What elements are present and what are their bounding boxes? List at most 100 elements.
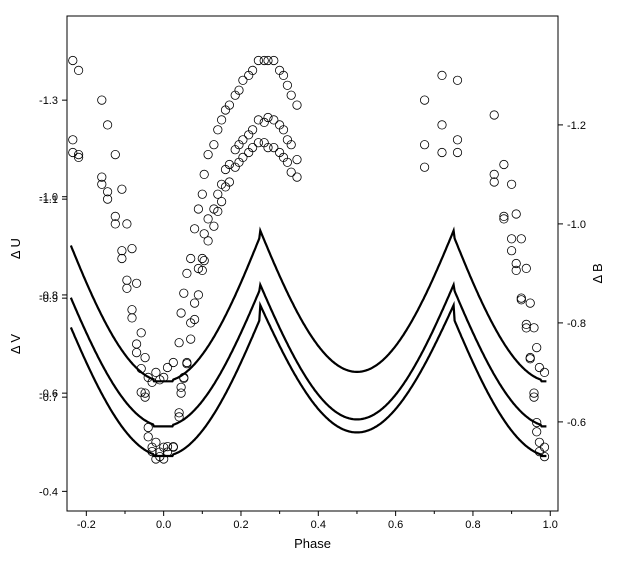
data-point-U <box>132 347 142 358</box>
data-point-B <box>110 150 120 160</box>
data-point-U <box>74 150 84 160</box>
data-point-U <box>110 219 120 229</box>
data-point-V <box>506 246 517 256</box>
data-point-V <box>499 211 509 221</box>
data-point-U <box>269 115 279 125</box>
data-point-V <box>136 363 146 374</box>
data-point-B <box>117 184 127 194</box>
data-point-U <box>174 412 184 422</box>
data-point-U <box>213 189 223 199</box>
data-point-V <box>127 305 137 315</box>
y-axis-title-V: Δ V <box>8 334 23 355</box>
data-point-U <box>203 214 213 224</box>
data-point-B <box>182 268 192 278</box>
y-axis-title-U: Δ U <box>8 238 23 259</box>
data-point-V <box>68 147 78 158</box>
data-point-V <box>213 206 223 216</box>
model-curve-V <box>69 300 547 458</box>
data-point-U <box>103 194 113 204</box>
data-point-V <box>224 177 234 187</box>
data-point-V <box>193 290 203 300</box>
data-point-U <box>190 298 200 308</box>
data-point-B <box>174 338 184 348</box>
data-point-B <box>248 65 258 76</box>
data-point-U <box>452 135 463 145</box>
data-point-V <box>168 442 178 452</box>
data-point-V <box>532 417 542 428</box>
data-point-V <box>74 152 84 162</box>
data-point-B <box>224 100 234 110</box>
data-point-B <box>74 65 84 76</box>
data-point-U <box>127 313 137 323</box>
data-point-U <box>197 253 207 264</box>
data-point-B <box>151 367 161 377</box>
data-point-V <box>282 157 292 167</box>
data-point-B <box>499 159 509 170</box>
model-curve-U <box>69 281 547 428</box>
data-point-B <box>213 125 223 135</box>
y-tick-label-B: -0.8 <box>567 318 586 330</box>
data-point-B <box>437 70 447 81</box>
data-point-V <box>132 339 142 349</box>
data-point-B <box>140 352 150 363</box>
data-point-B <box>209 140 219 150</box>
data-point-B <box>521 263 531 273</box>
data-point-B <box>68 55 78 66</box>
data-point-V <box>419 162 430 172</box>
data-point-V <box>511 265 521 275</box>
model-curve-B <box>69 226 547 383</box>
y-tick-label-U: -0.7 <box>39 392 58 404</box>
x-axis-title: Phase <box>294 536 331 551</box>
data-point-U <box>238 135 248 145</box>
data-point-U <box>263 112 273 123</box>
data-point-B <box>534 362 545 373</box>
data-point-U <box>437 120 447 130</box>
data-point-U <box>248 125 258 135</box>
data-point-U <box>286 140 296 150</box>
y-tick-label-U: -0.9 <box>39 293 58 305</box>
data-point-V <box>286 167 296 177</box>
data-point-B <box>539 367 550 377</box>
data-point-U <box>253 115 263 125</box>
data-point-B <box>263 55 273 66</box>
x-tick-label: 0.6 <box>388 519 403 531</box>
data-point-U <box>159 454 169 464</box>
y-tick-label-U: -1.1 <box>39 194 58 206</box>
data-point-U <box>516 293 526 303</box>
data-point-V <box>203 236 213 246</box>
data-point-B <box>489 110 499 120</box>
x-tick-label: 0.8 <box>465 519 480 531</box>
data-point-V <box>162 447 173 457</box>
data-point-B <box>278 70 289 81</box>
data-point-B <box>419 95 430 105</box>
data-point-B <box>199 169 209 179</box>
data-point-B <box>532 342 542 353</box>
y-tick-label-V: -0.6 <box>39 388 58 400</box>
y-tick-label-V: -0.8 <box>39 290 58 302</box>
data-point-V <box>122 275 132 285</box>
data-point-U <box>224 159 234 170</box>
data-point-V <box>529 388 539 398</box>
data-point-V <box>525 354 535 364</box>
data-point-B <box>269 55 279 66</box>
data-point-B <box>168 357 178 368</box>
data-point-V <box>97 172 107 182</box>
data-point-U <box>499 214 509 224</box>
data-point-U <box>140 392 150 402</box>
data-point-B <box>516 234 526 244</box>
data-point-U <box>529 392 539 402</box>
data-point-B <box>506 179 517 189</box>
data-point-V <box>516 295 526 305</box>
data-point-V <box>263 143 273 153</box>
data-point-V <box>452 147 463 158</box>
data-point-B <box>259 55 269 66</box>
plot-area-frame <box>66 15 559 512</box>
data-point-V <box>110 211 120 221</box>
y-tick-label-B: -0.6 <box>567 417 586 429</box>
data-point-V <box>182 359 192 369</box>
data-point-B <box>132 278 142 288</box>
data-point-U <box>489 169 499 179</box>
data-point-B <box>282 80 292 90</box>
data-point-B <box>529 323 539 333</box>
